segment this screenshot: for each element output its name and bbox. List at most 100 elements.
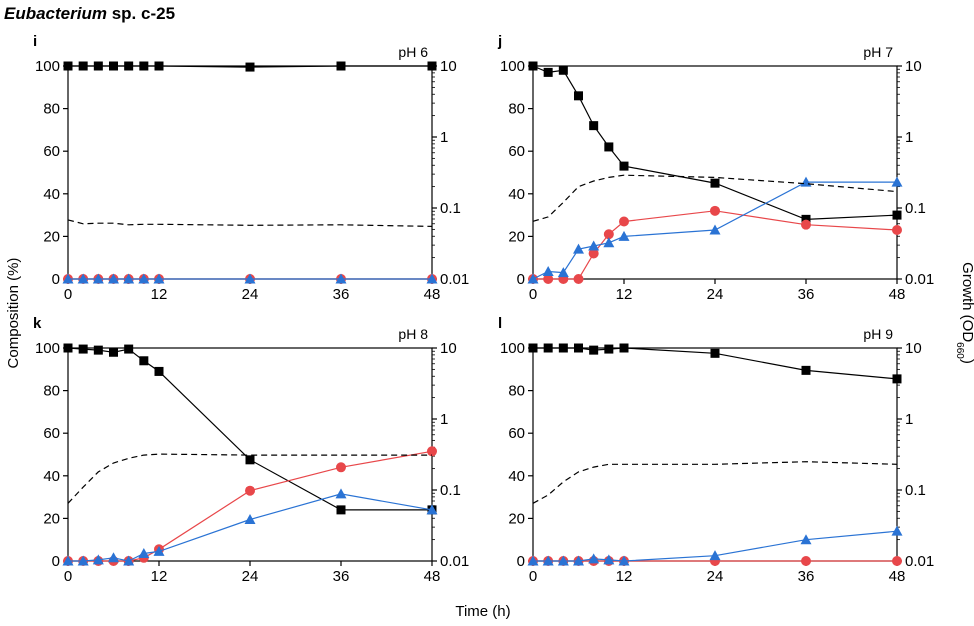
- y-right-tick-label: 0.01: [905, 271, 934, 288]
- y-right-tick-label: 1: [905, 411, 913, 428]
- y-right-tick-label: 10: [905, 58, 922, 75]
- data-point-square: [619, 343, 629, 353]
- panel-l: 0 12 24 36 48 0 20 40 60 80 100 0.01 0.1 1 10 l pH 9: [498, 315, 934, 585]
- x-tick-label: 36: [333, 286, 350, 303]
- x-tick-label: 24: [707, 286, 724, 303]
- data-point-triangle: [77, 273, 89, 284]
- y-left-tick-label: 60: [508, 425, 525, 442]
- y-right-tick-label: 0.1: [440, 482, 461, 499]
- data-point-triangle: [891, 525, 903, 536]
- x-tick-label: 0: [529, 286, 537, 303]
- series-dashed-growth: [67, 219, 433, 227]
- data-point-square: [892, 210, 902, 220]
- y-left-tick-label: 80: [508, 383, 525, 400]
- data-point-triangle: [153, 545, 165, 556]
- data-point-triangle: [62, 273, 74, 284]
- y-left-tick-label: 20: [43, 510, 60, 527]
- data-point-triangle: [709, 224, 721, 235]
- data-point-square: [589, 121, 599, 131]
- panel-condition: pH 8: [398, 326, 428, 342]
- y-left-tick-label: 20: [43, 228, 60, 245]
- data-point-square: [154, 61, 164, 71]
- series-line: [532, 65, 898, 221]
- data-point-triangle: [108, 273, 119, 284]
- data-point-square: [710, 348, 720, 358]
- y-right-tick-label: 0.1: [905, 200, 926, 217]
- data-point-triangle: [138, 548, 150, 559]
- data-point-triangle: [603, 554, 615, 565]
- data-point-square: [336, 61, 346, 71]
- data-point-square: [528, 61, 538, 71]
- data-point-square: [427, 61, 437, 71]
- data-point-circle: [603, 229, 614, 240]
- data-point-triangle: [603, 237, 615, 248]
- plot-frame: [67, 347, 433, 562]
- x-axis-title: Time (h): [455, 603, 510, 620]
- data-point-square: [604, 344, 614, 354]
- data-point-circle: [892, 556, 902, 566]
- figure-title: Eubacterium sp. c-25: [4, 4, 175, 23]
- data-point-square: [78, 344, 88, 354]
- series-line: [532, 181, 897, 280]
- data-point-triangle: [426, 273, 438, 284]
- x-tick-label: 48: [889, 286, 906, 303]
- data-point-square: [604, 142, 614, 152]
- data-point-square: [139, 61, 149, 71]
- x-tick-label: 36: [798, 568, 815, 585]
- y-left-tick-label: 80: [508, 101, 525, 118]
- y-right-tick-label: 10: [440, 340, 457, 357]
- data-point-triangle: [138, 273, 150, 284]
- x-tick-label: 12: [616, 286, 633, 303]
- series-blue-triangle: [527, 176, 903, 284]
- data-point-circle: [801, 556, 811, 566]
- data-point-triangle: [557, 555, 569, 566]
- y-right-tick-label: 1: [905, 129, 913, 146]
- series-black-square: [528, 61, 902, 224]
- plot-frame: [67, 65, 433, 280]
- panel-condition: pH 7: [863, 44, 893, 60]
- y-left-tick-label: 20: [508, 228, 525, 245]
- data-point-square: [574, 91, 583, 101]
- y-left-tick-label: 0: [517, 271, 525, 288]
- y-left-tick-label: 40: [508, 186, 525, 203]
- series-blue-triangle: [527, 525, 903, 566]
- y-right-tick-label: 0.01: [440, 271, 469, 288]
- data-point-square: [93, 61, 103, 71]
- data-point-circle: [573, 274, 584, 284]
- y-left-tick-label: 80: [43, 101, 60, 118]
- panel-letter: k: [33, 315, 42, 332]
- y-left-tick-label: 60: [43, 143, 60, 160]
- data-point-square: [63, 343, 73, 353]
- panel-letter: i: [33, 33, 37, 50]
- data-point-square: [109, 347, 118, 357]
- y-right-tick-label: 0.01: [440, 553, 469, 570]
- x-tick-label: 48: [424, 286, 441, 303]
- y-left-tick-label: 40: [43, 468, 60, 485]
- data-point-triangle: [108, 552, 119, 563]
- x-tick-label: 0: [64, 568, 72, 585]
- y-left-tick-label: 40: [508, 468, 525, 485]
- series-blue-triangle: [62, 488, 438, 566]
- y-left-tick-label: 60: [43, 425, 60, 442]
- panel-condition: pH 9: [863, 326, 893, 342]
- y-left-tick-label: 80: [43, 383, 60, 400]
- data-point-triangle: [244, 513, 256, 524]
- y-right-tick-label: 0.01: [905, 553, 934, 570]
- y-left-tick-label: 0: [52, 553, 60, 570]
- data-point-square: [245, 455, 255, 465]
- series-dashed-growth: [67, 453, 432, 504]
- series-line: [533, 210, 898, 280]
- growth-curve: [532, 174, 898, 222]
- data-point-circle: [588, 248, 599, 259]
- data-point-triangle: [618, 555, 630, 566]
- data-point-square: [336, 505, 346, 515]
- y-left-tick-label: 100: [35, 58, 60, 75]
- y-left-axis-title: Composition (%): [5, 258, 22, 369]
- series-line: [68, 493, 433, 562]
- y-left-tick-label: 100: [35, 340, 60, 357]
- panel-j: 0 12 24 36 48 0 20 40 60 80 100 0.01 0.1 1 10 j pH 7: [497, 33, 934, 303]
- data-point-square: [619, 161, 629, 171]
- y-right-axis-title: Growth (OD660): [955, 262, 974, 364]
- panel-i: 0 12 24 36 48 0 20 40 60 80 100 0.01 0.1 1 10 i pH 6: [33, 33, 469, 303]
